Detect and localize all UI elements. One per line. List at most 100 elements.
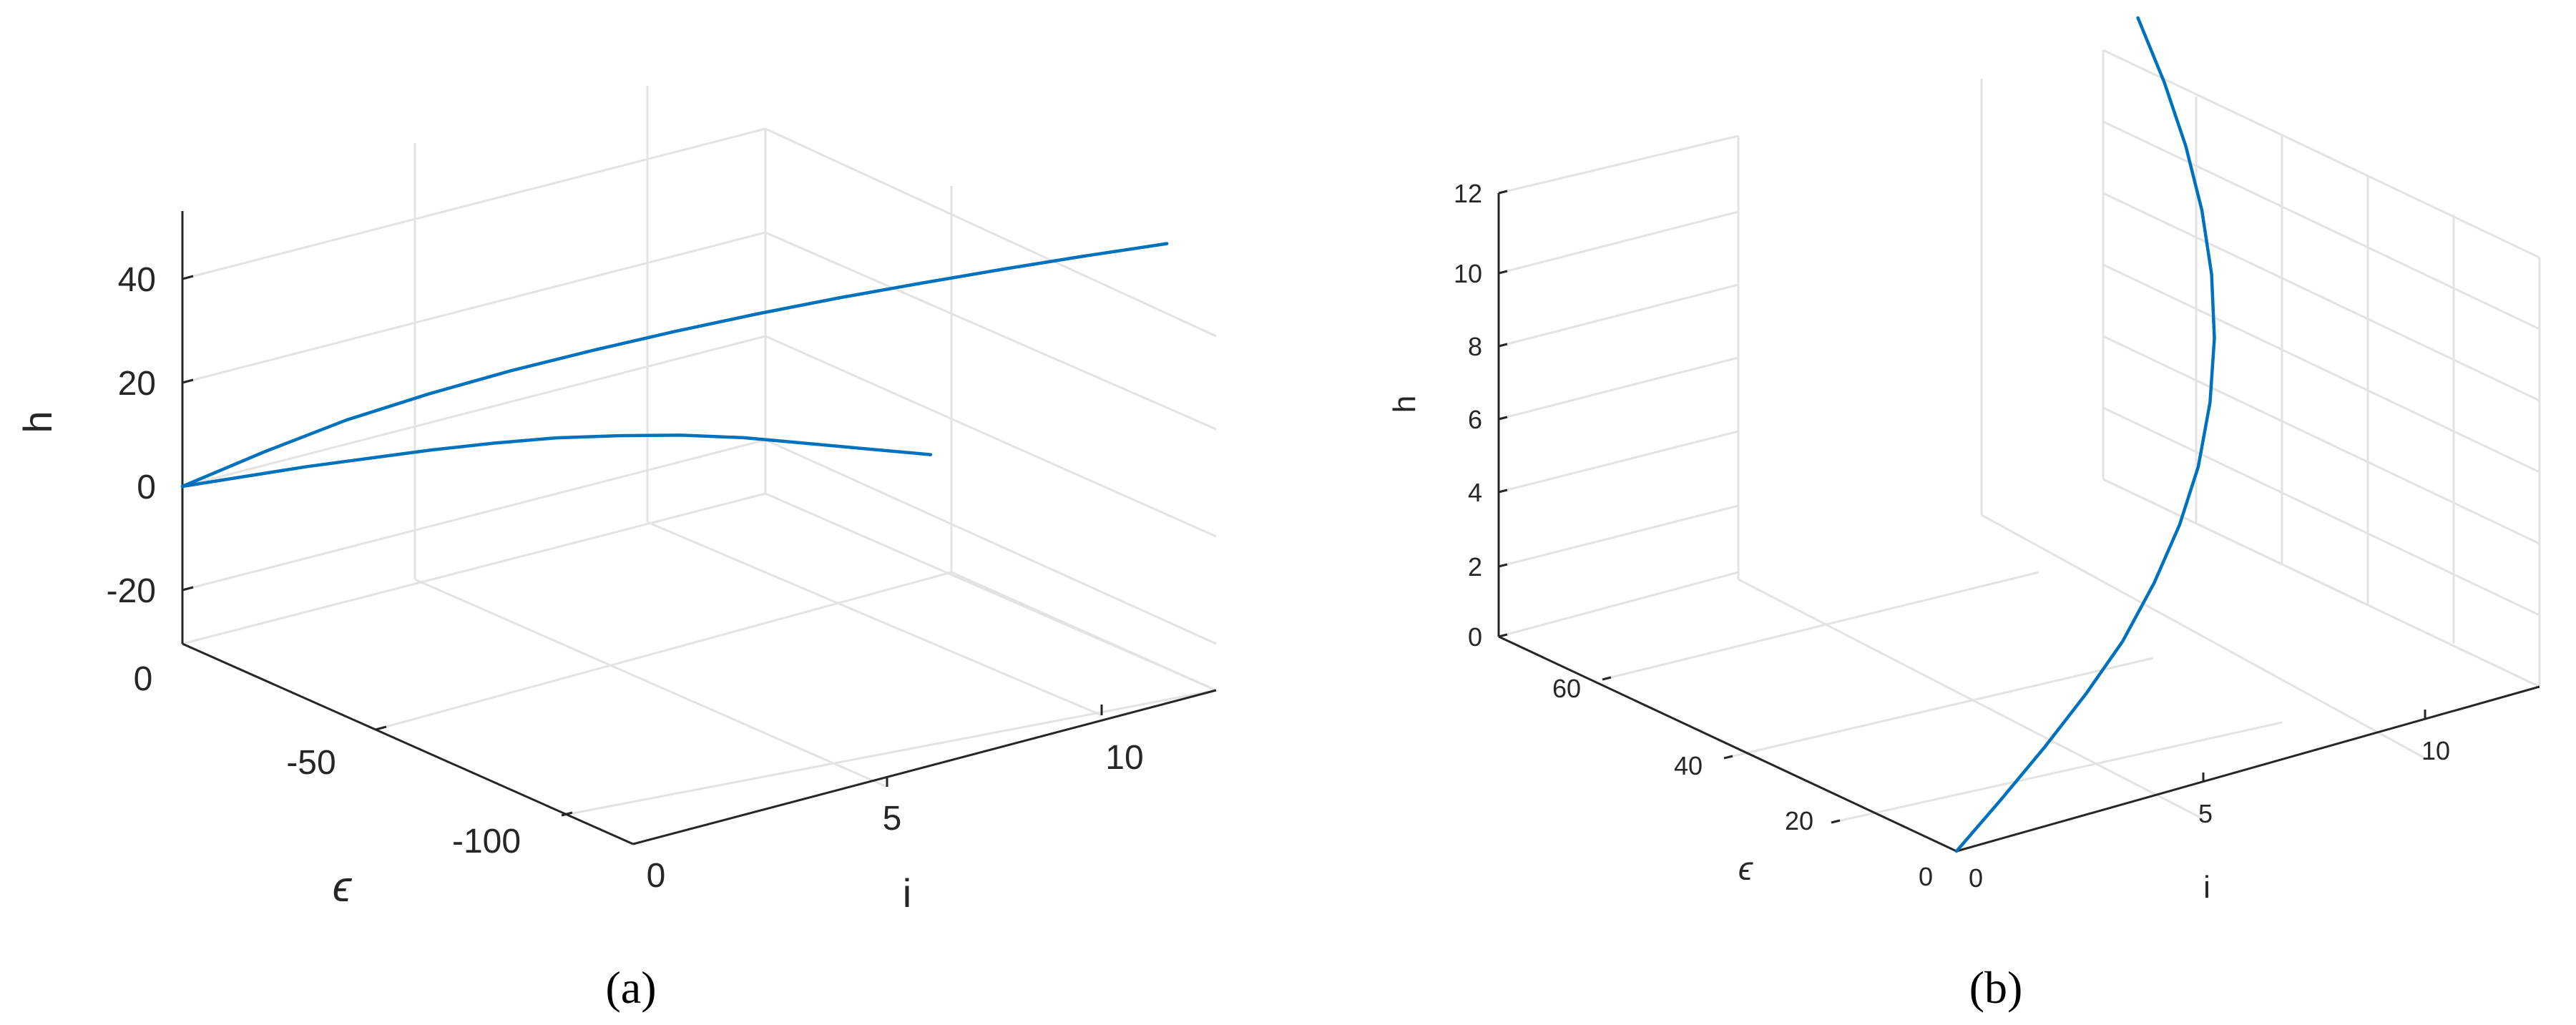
panel-b: 0 2 4 6 8 10 12 h 0 20 40 60 ϵ 0 5 10	[1387, 16, 2541, 1013]
h-tick-label: -20	[107, 572, 156, 610]
series-a	[180, 242, 1169, 489]
epsilon-ticks-b: 0 20 40 60	[1552, 674, 1933, 891]
i-tick-label: 10	[1105, 739, 1143, 777]
series-line	[1954, 16, 2216, 853]
series-line	[180, 433, 933, 489]
epsilon-tick-label: 40	[1674, 751, 1703, 780]
grid-line	[765, 231, 1217, 431]
h-ticks-a: 40 20 0 -20	[107, 261, 194, 610]
h-axis-label-a: h	[15, 411, 60, 433]
grid-line	[182, 127, 766, 280]
h-tick-label: 12	[1454, 179, 1482, 208]
h-tick-label: 8	[1468, 332, 1482, 361]
tick-mark	[182, 586, 194, 592]
epsilon-tick-label: 20	[1785, 806, 1813, 835]
i-axis-label-b: i	[2203, 870, 2210, 905]
grid-line	[1738, 578, 2204, 820]
tick-mark	[1831, 819, 1841, 824]
h-tick-label: 10	[1454, 259, 1482, 288]
h-axis-label-b: h	[1387, 396, 1422, 413]
tick-mark	[1602, 676, 1612, 681]
epsilon-axis-label-a: ϵ	[333, 863, 353, 911]
grid-line	[2102, 120, 2540, 330]
tick-mark	[1498, 270, 1508, 275]
grid-line	[1498, 134, 1739, 195]
grid-line	[1498, 430, 1739, 494]
epsilon-ticks-a: 0 -50 -100	[134, 660, 573, 860]
h-tick-label: 4	[1468, 478, 1482, 507]
grid-line	[1981, 514, 2426, 760]
grid-line	[375, 571, 952, 731]
h-tick-label: 0	[1468, 622, 1482, 652]
subplot-label-b: (b)	[1969, 962, 2023, 1013]
h-tick-label: 40	[118, 261, 156, 299]
grid-line	[2102, 406, 2540, 617]
grid-line	[414, 578, 888, 788]
grid-line	[182, 492, 766, 645]
i-axis-b	[1956, 685, 2540, 853]
grid-line	[1498, 210, 1739, 275]
grid-line	[561, 689, 1217, 817]
i-ticks-a: 0 5 10	[647, 705, 1144, 895]
grid-line	[1602, 571, 2039, 681]
grid-line	[182, 438, 766, 592]
tick-mark	[1498, 343, 1508, 348]
grid-line	[2102, 192, 2540, 402]
i-tick-label: 0	[1969, 863, 1983, 893]
grid-line	[2102, 263, 2540, 474]
grid-line	[1723, 657, 2154, 760]
epsilon-tick-label: -50	[286, 744, 336, 782]
epsilon-tick-label: 0	[1919, 862, 1933, 891]
i-ticks-b: 0 5 10	[1969, 710, 2450, 893]
tick-mark	[182, 378, 194, 384]
epsilon-axis-b	[1498, 635, 1957, 853]
tick-mark	[1723, 755, 1733, 760]
grid-line	[182, 335, 766, 488]
h-tick-label: 2	[1468, 552, 1482, 582]
tick-mark	[182, 275, 194, 280]
tick-mark	[1498, 563, 1508, 568]
grid-b	[1498, 49, 2541, 824]
epsilon-axis-a	[182, 642, 634, 845]
subplot-label-a: (a)	[605, 962, 656, 1013]
grid-line	[2102, 335, 2540, 545]
tick-mark	[1498, 489, 1508, 494]
i-tick-label: 5	[883, 800, 902, 838]
tick-mark	[1498, 190, 1508, 195]
panel-a: 40 20 0 -20 h 0 -50 -100 ϵ 0 5 10 i (a)	[15, 86, 1217, 1013]
tick-mark	[1498, 633, 1508, 638]
epsilon-tick-label: 60	[1552, 674, 1581, 703]
epsilon-tick-label: -100	[452, 823, 521, 860]
grid-line	[2102, 49, 2540, 259]
tick-mark	[561, 811, 573, 817]
grid-line	[2102, 478, 2540, 688]
grid-line	[647, 521, 1102, 717]
tick-mark	[1498, 416, 1508, 421]
h-tick-label: 0	[137, 469, 156, 506]
i-axis-label-a: i	[903, 870, 911, 916]
epsilon-axis-label-b: ϵ	[1738, 850, 1753, 887]
epsilon-tick-label: 0	[134, 660, 153, 698]
grid-line	[765, 438, 1217, 645]
grid-line	[1498, 356, 1739, 421]
series-line	[180, 242, 1169, 489]
grid-line	[765, 127, 1217, 338]
i-tick-label: 0	[647, 857, 666, 895]
grid-line	[1498, 504, 1739, 568]
i-axis-a	[632, 689, 1217, 845]
tick-mark	[375, 725, 387, 731]
grid-line	[765, 335, 1217, 538]
grid-line	[1498, 571, 1739, 638]
h-ticks-b: 0 2 4 6 8 10 12	[1454, 179, 1508, 652]
i-tick-label: 5	[2198, 799, 2213, 828]
series-b	[1954, 16, 2216, 853]
grid-line	[765, 492, 1217, 692]
i-tick-label: 10	[2421, 736, 2450, 765]
grid-a	[182, 86, 1217, 817]
h-tick-label: 20	[118, 365, 156, 403]
h-tick-label: 6	[1468, 405, 1482, 434]
grid-line	[182, 231, 766, 384]
grid-line	[1831, 721, 2283, 824]
grid-line	[1498, 283, 1739, 348]
